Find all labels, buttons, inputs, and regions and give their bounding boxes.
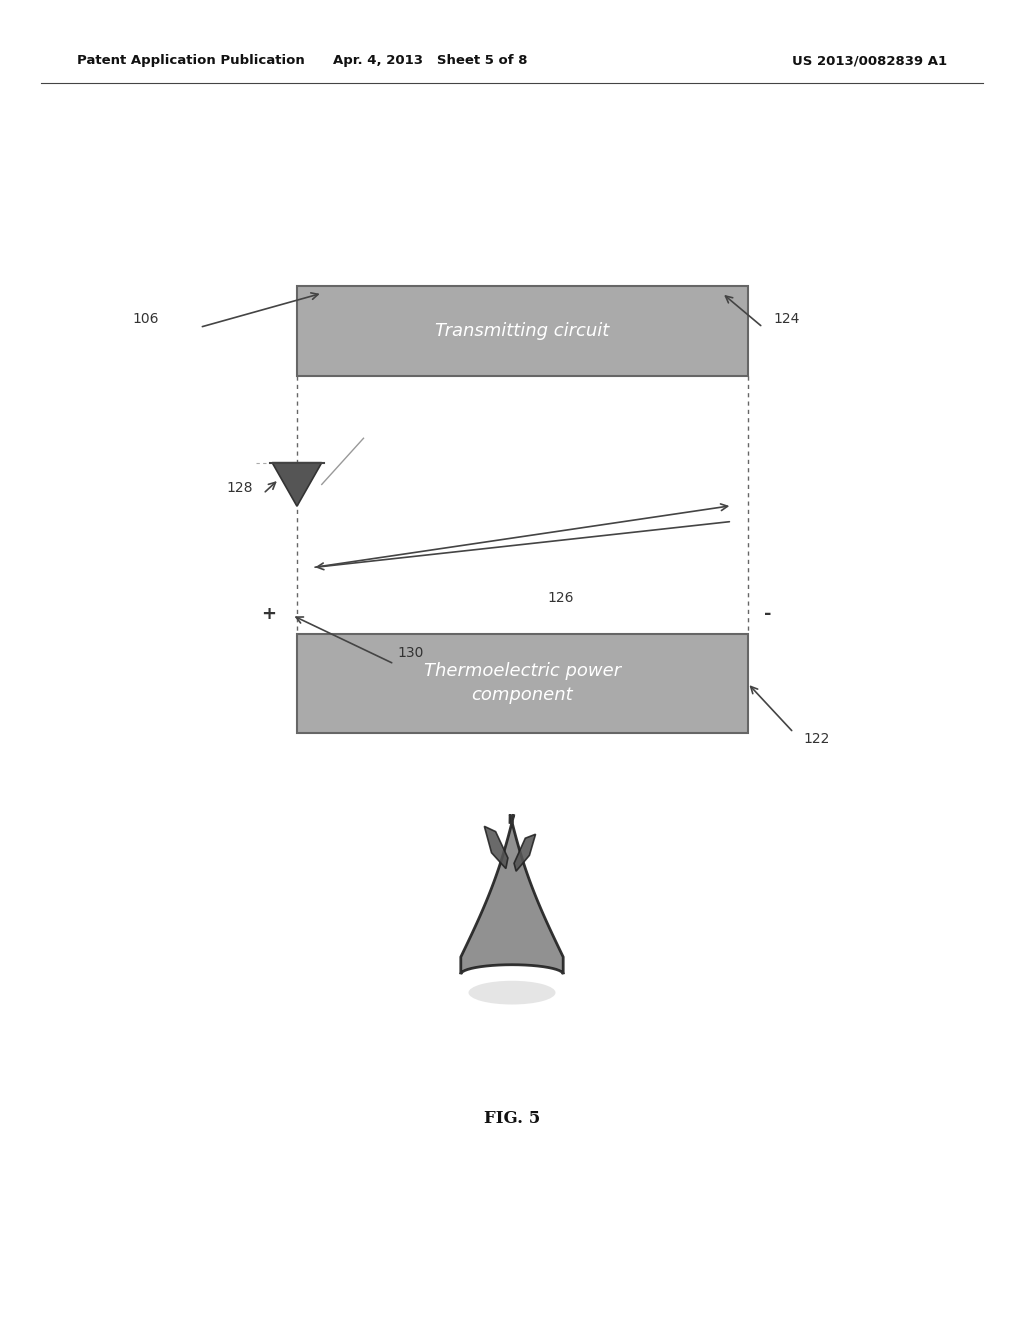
Text: -: -: [764, 605, 772, 623]
Text: 122: 122: [804, 733, 830, 746]
Polygon shape: [484, 826, 508, 869]
Polygon shape: [480, 847, 544, 950]
Polygon shape: [498, 861, 526, 935]
Text: 124: 124: [773, 313, 800, 326]
Text: 128: 128: [226, 482, 253, 495]
Text: FIG. 5: FIG. 5: [484, 1110, 540, 1126]
Bar: [297, 286, 748, 376]
Ellipse shape: [469, 981, 555, 1005]
Polygon shape: [272, 463, 322, 506]
Text: Thermoelectric power
component: Thermoelectric power component: [424, 663, 621, 704]
Text: Patent Application Publication: Patent Application Publication: [77, 54, 304, 67]
Text: US 2013/0082839 A1: US 2013/0082839 A1: [793, 54, 947, 67]
Text: Transmitting circuit: Transmitting circuit: [435, 322, 609, 341]
Text: 126: 126: [548, 591, 574, 605]
Polygon shape: [461, 814, 563, 974]
Bar: [297, 634, 748, 733]
Text: 106: 106: [132, 313, 159, 326]
Polygon shape: [514, 834, 536, 871]
Text: Apr. 4, 2013   Sheet 5 of 8: Apr. 4, 2013 Sheet 5 of 8: [333, 54, 527, 67]
Text: +: +: [261, 605, 275, 623]
Text: 130: 130: [397, 645, 424, 660]
